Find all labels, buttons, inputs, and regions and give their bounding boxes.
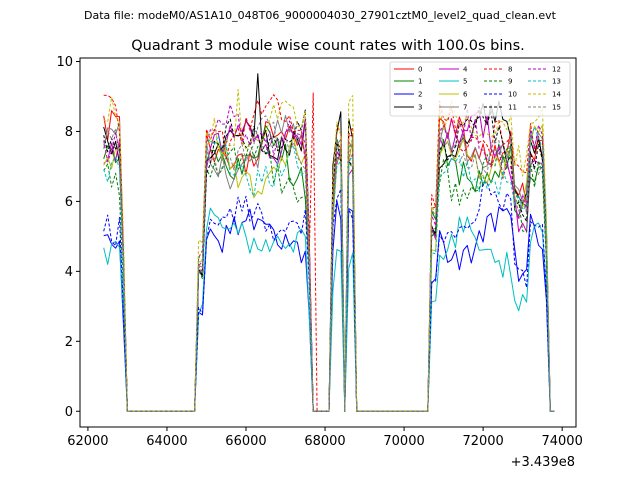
x-tick-label: 72000 [462,434,503,449]
x-tick-label: 74000 [541,434,582,449]
series-line-4 [103,109,555,412]
series-line-0 [103,110,555,412]
series-line-1 [103,125,555,412]
series-line-8 [103,92,555,412]
series-line-12 [103,104,555,412]
axes-frame [79,57,577,428]
legend-box [389,61,571,117]
x-tick-label: 68000 [304,434,345,449]
series-lines [103,73,555,412]
series-line-15 [103,115,555,412]
y-tick-label: 6 [65,195,73,210]
y-tick-label: 10 [56,55,73,70]
legend-label-4: 4 [463,66,468,74]
series-line-6 [103,124,555,412]
legend-label-15: 15 [552,104,561,112]
y-tick-label: 2 [65,335,73,350]
x-tick-label: 62000 [67,434,108,449]
y-tick-label: 0 [65,405,73,420]
y-axis: 0 2 4 6 8 10 [56,55,80,420]
x-tick-label: 64000 [146,434,187,449]
legend-label-8: 8 [508,66,512,74]
plot-area [79,57,577,428]
legend-label-13: 13 [552,78,561,86]
y-tick-label: 8 [65,125,73,140]
x-axis: 62000 64000 66000 68000 70000 72000 74000 [67,427,583,449]
legend-label-1: 1 [418,78,422,86]
legend-label-3: 3 [418,104,422,112]
legend-label-2: 2 [418,91,422,99]
legend-label-6: 6 [463,91,468,99]
legend-label-0: 0 [418,66,422,74]
x-axis-offset-label: +3.439e8 [511,455,575,470]
legend-label-7: 7 [463,104,467,112]
series-line-14 [103,89,555,412]
legend-label-10: 10 [508,91,517,99]
series-line-11 [103,106,555,412]
y-tick-label: 4 [65,265,73,280]
x-tick-label: 70000 [383,434,424,449]
x-tick-label: 66000 [225,434,266,449]
legend-label-14: 14 [552,91,561,99]
series-line-2 [103,200,555,412]
series-line-13 [103,126,555,412]
legend-label-12: 12 [552,66,561,74]
series-line-9 [103,138,555,412]
chart-title: Quadrant 3 module wise count rates with … [131,38,525,54]
legend-label-9: 9 [508,78,512,86]
figure-suptitle: Data file: modeM0/AS1A10_048T06_90000040… [84,9,557,22]
legend-label-11: 11 [508,104,517,112]
legend-label-5: 5 [463,78,467,86]
